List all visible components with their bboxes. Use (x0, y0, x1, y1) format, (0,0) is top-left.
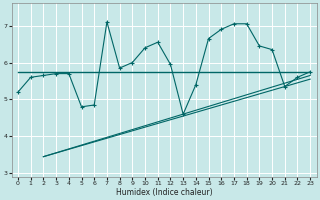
X-axis label: Humidex (Indice chaleur): Humidex (Indice chaleur) (116, 188, 212, 197)
